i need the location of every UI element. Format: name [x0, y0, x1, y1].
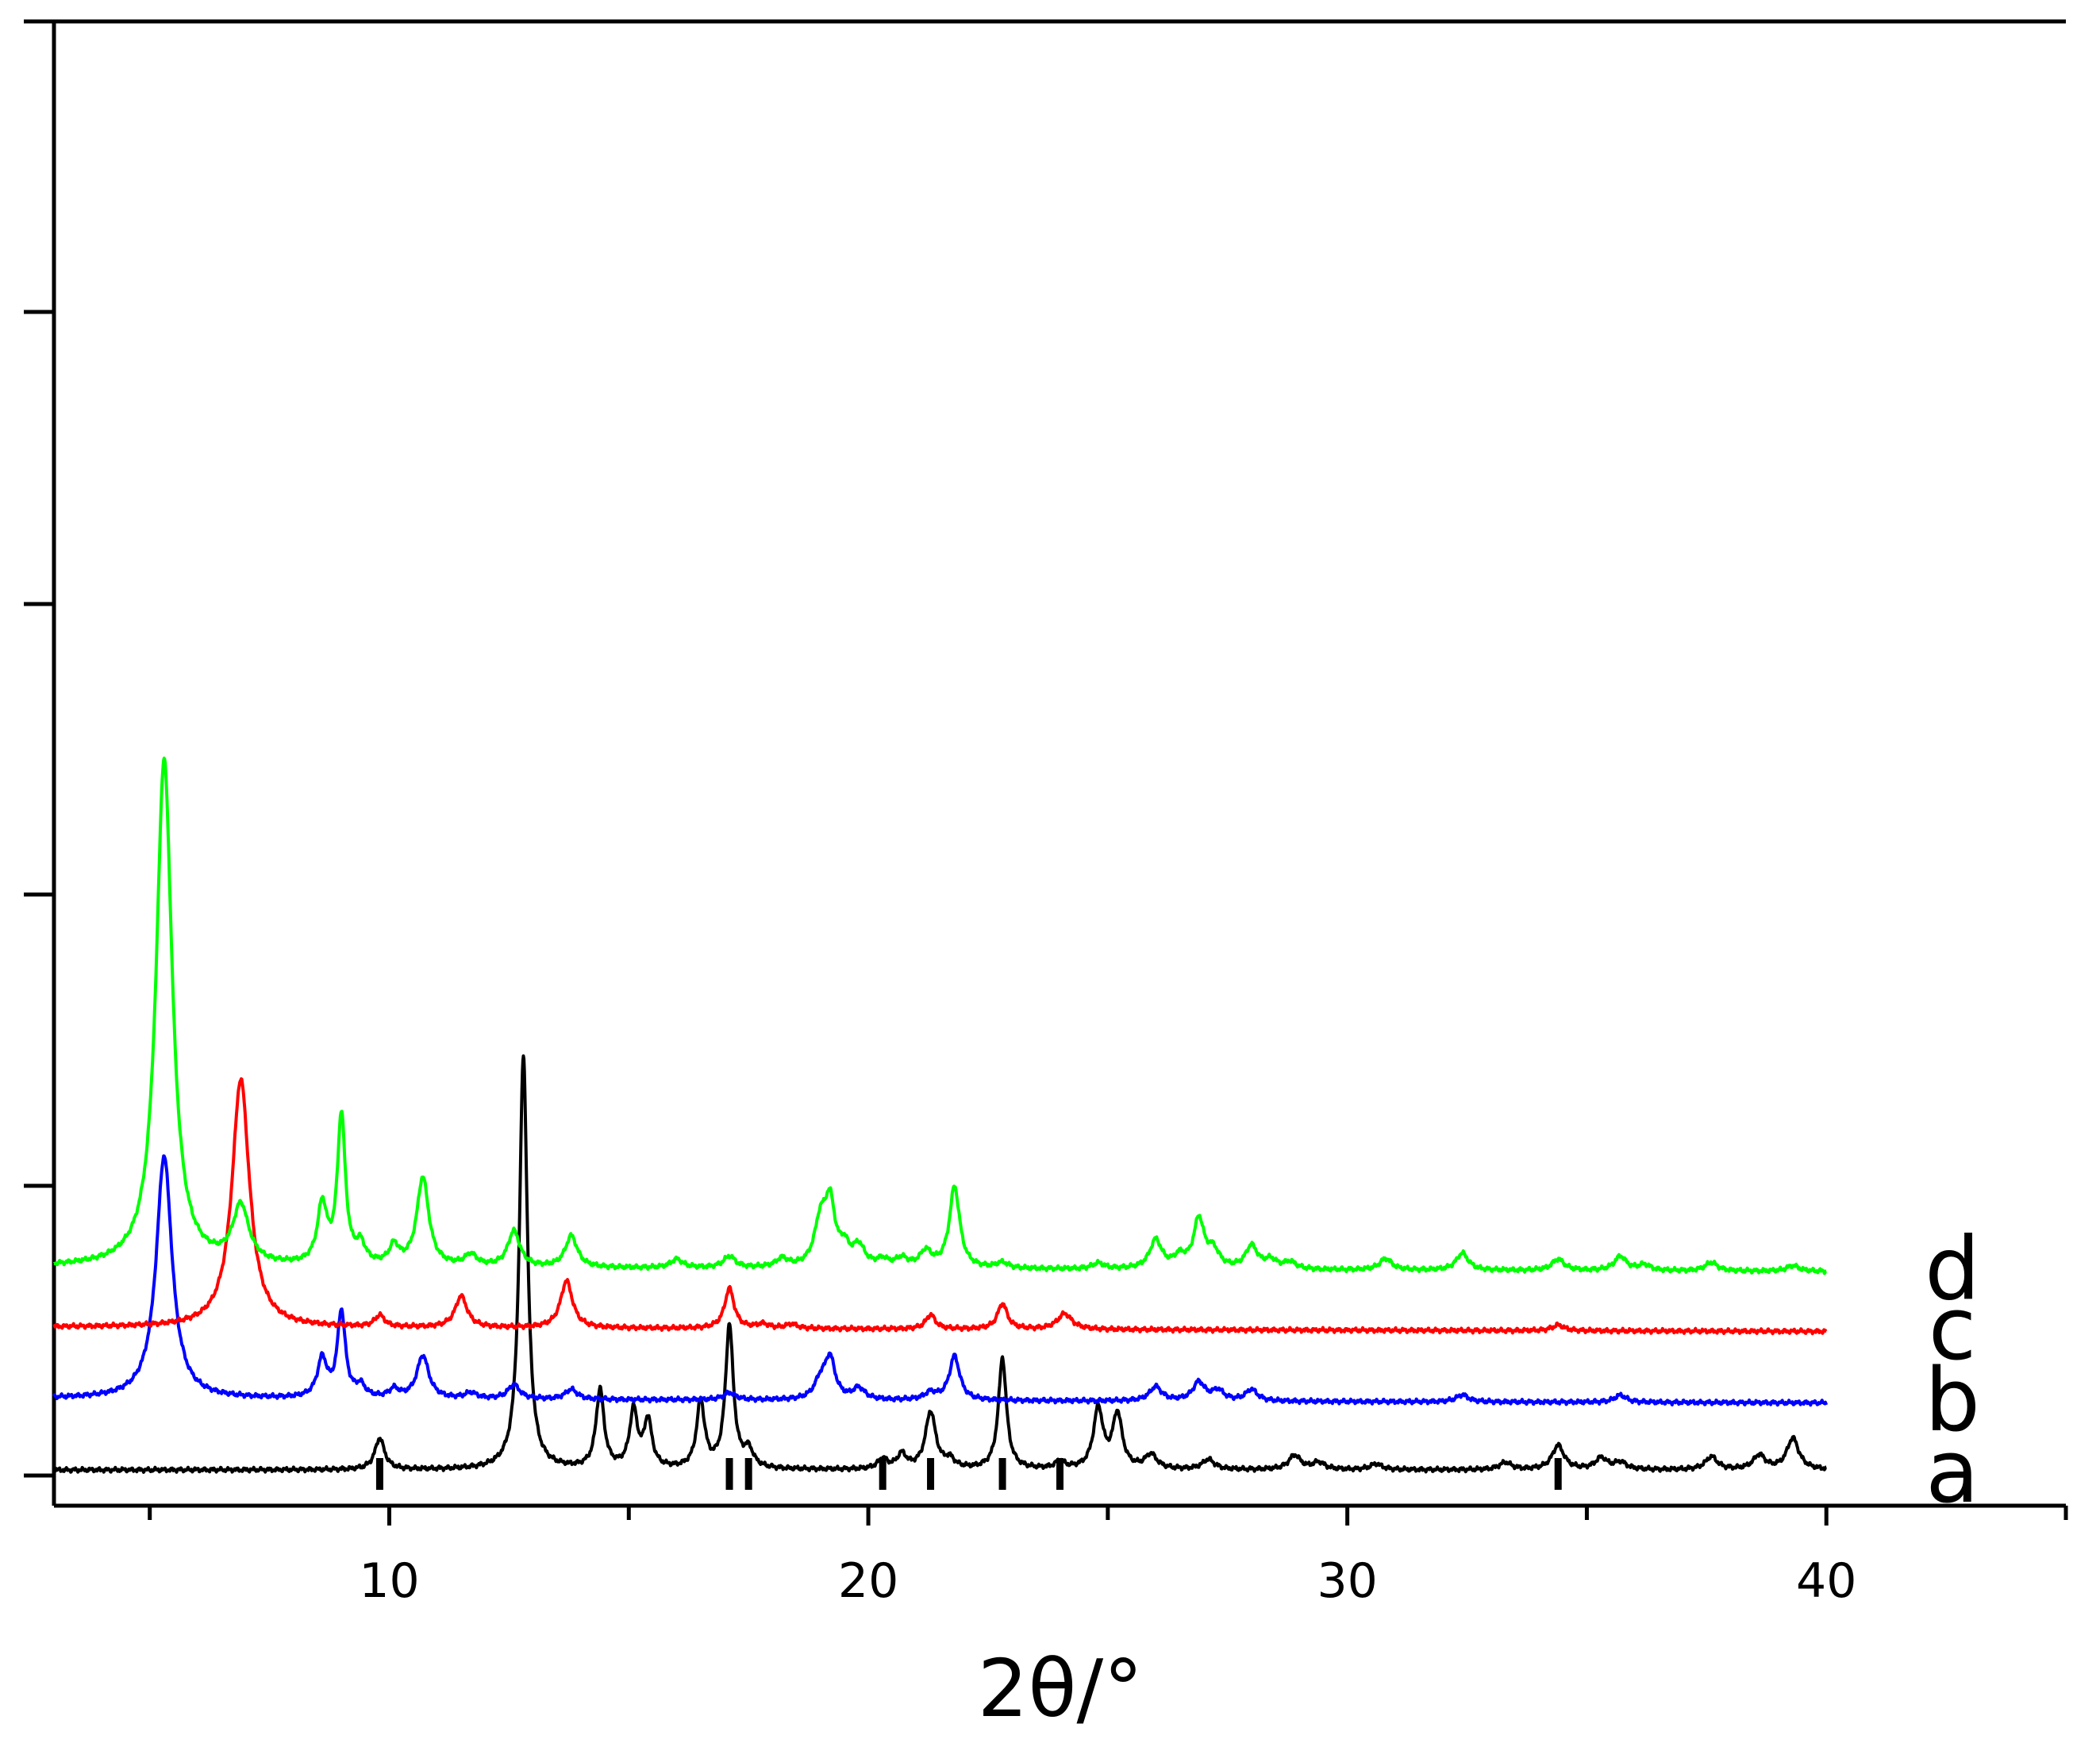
x-tick-label: 20 [838, 1553, 898, 1609]
series-label-d: d [1925, 1218, 1980, 1319]
series-label-c: c [1929, 1278, 1976, 1379]
x-axis-title: 2θ/° [978, 1642, 1144, 1735]
x-ticks [148, 1506, 2068, 1526]
x-tick-labels: 10 20 30 40 [359, 1553, 1856, 1609]
plot-frame [52, 19, 2066, 1508]
x-tick-label: 40 [1796, 1553, 1856, 1609]
series-label-b: b [1925, 1349, 1980, 1451]
y-ticks [24, 19, 54, 1478]
x-tick-label: 30 [1317, 1553, 1377, 1609]
series-a-line [52, 1054, 1828, 1474]
series-label-a: a [1925, 1421, 1979, 1522]
series-d-line [52, 756, 1828, 1276]
reference-markers [375, 1458, 1562, 1490]
x-tick-label: 10 [359, 1553, 419, 1609]
series-layer [52, 756, 1829, 1474]
series-b-line [52, 1154, 1829, 1407]
series-c-line [52, 1077, 1828, 1336]
